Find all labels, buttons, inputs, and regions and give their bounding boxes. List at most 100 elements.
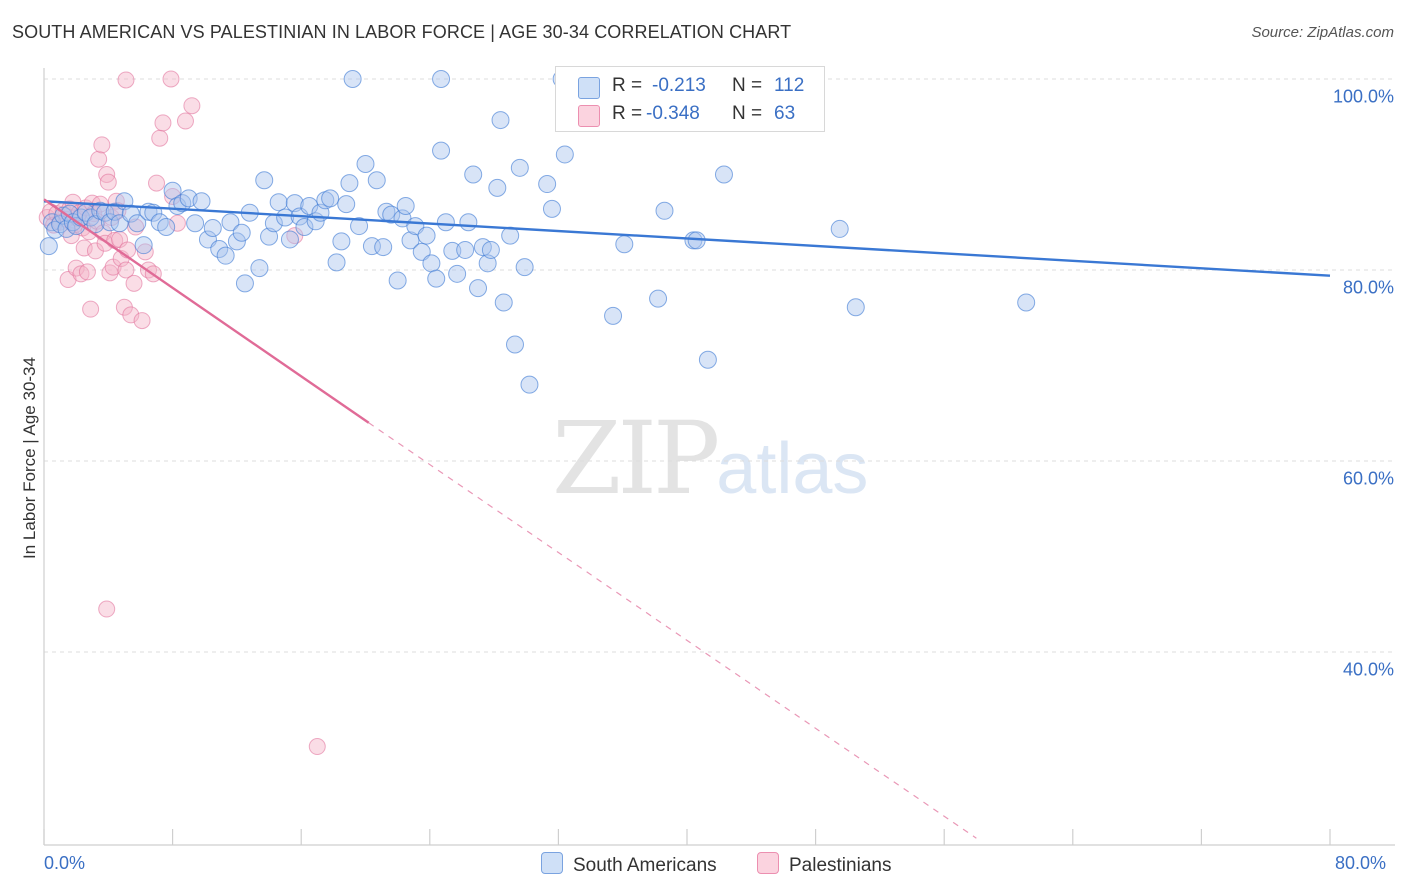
y-tick-40: 40.0%: [1342, 659, 1394, 680]
south-american-point: [350, 217, 369, 236]
legend-r-label: R =: [612, 103, 643, 124]
south-american-trend-line: [43, 200, 1331, 277]
palestinian-point: [151, 129, 169, 147]
palestinian-point: [67, 259, 85, 277]
bottom-legend-label: South Americans: [573, 855, 717, 876]
y-tick-60: 60.0%: [1342, 468, 1394, 489]
south-american-point: [505, 335, 524, 354]
legend-n-label: N =: [732, 103, 763, 124]
south-american-point: [714, 165, 733, 184]
trend-lines: [43, 198, 1331, 839]
south-american-point: [157, 218, 176, 237]
south-american-point: [427, 269, 446, 288]
legend-r-value: -0.348: [646, 103, 700, 124]
palestinian-point: [168, 214, 186, 232]
legend-n-value: 63: [774, 103, 796, 124]
south-american-point: [300, 197, 319, 216]
y-tick-80: 80.0%: [1342, 277, 1394, 298]
palestinian-point: [117, 261, 135, 279]
south-american-point: [488, 178, 507, 197]
axes: [43, 68, 1395, 846]
south-american-point: [846, 298, 865, 317]
south-american-point: [203, 218, 222, 237]
south-american-point: [436, 213, 455, 232]
south-american-point: [456, 240, 475, 259]
south-american-point: [1017, 293, 1036, 312]
south-american-point: [321, 189, 340, 208]
south-american-point: [464, 165, 483, 184]
south-american-points: [39, 70, 1036, 394]
south-american-point: [210, 239, 229, 258]
south-american-point: [340, 174, 359, 193]
south-american-point: [555, 145, 574, 164]
south-american-point: [134, 236, 153, 255]
palestinian-point: [101, 264, 119, 282]
palestinian-point: [154, 114, 172, 132]
x-tick-min: 0.0%: [44, 853, 86, 873]
south-american-point: [235, 274, 254, 293]
south-american-point: [432, 70, 451, 88]
legend-r-value: -0.213: [652, 75, 706, 96]
chart-source: Source: ZipAtlas.com: [1251, 24, 1394, 41]
south-american-point: [382, 205, 401, 224]
south-american-point: [337, 195, 356, 214]
palestinian-point: [90, 150, 108, 168]
south-american-point: [269, 193, 288, 212]
south-american-point: [649, 289, 668, 308]
south-american-point: [494, 293, 513, 312]
south-american-point: [260, 227, 279, 246]
bottom-legend-swatch-pink: [757, 852, 779, 874]
watermark: ZIPatlas: [552, 400, 868, 517]
south-american-point: [227, 232, 246, 251]
south-american-point: [604, 306, 623, 325]
south-american-point: [232, 223, 251, 242]
legend-swatch-blue: [578, 77, 600, 99]
watermark-atlas: atlas: [716, 429, 869, 509]
south-american-point: [469, 279, 488, 298]
grid-lines: [44, 78, 1395, 653]
palestinian-point: [136, 243, 154, 261]
legend-n-label: N =: [732, 75, 763, 96]
south-american-point: [327, 253, 346, 272]
south-american-point: [388, 271, 407, 290]
bottom-legend-south-americans: South Americans: [541, 852, 717, 877]
bottom-legend-palestinians: Palestinians: [757, 852, 891, 877]
palestinian-point: [78, 263, 96, 281]
south-american-point: [412, 242, 431, 261]
south-american-point: [510, 158, 529, 177]
south-american-point: [830, 219, 849, 238]
south-american-point: [374, 238, 393, 257]
south-american-point: [255, 171, 274, 190]
south-american-point: [285, 194, 304, 213]
south-american-point: [478, 254, 497, 273]
south-american-point: [250, 259, 269, 278]
south-american-point: [343, 70, 362, 88]
palestinian-point: [75, 239, 93, 257]
south-american-point: [356, 154, 375, 173]
south-american-point: [186, 214, 205, 233]
south-american-point: [698, 350, 717, 369]
palestinian-point: [162, 70, 180, 88]
south-american-point: [295, 218, 314, 237]
legend-row-south-americans: R = -0.213 N = 112: [578, 75, 818, 99]
palestinian-point: [176, 112, 194, 130]
legend-row-palestinians: R = -0.348 N = 63: [578, 103, 818, 127]
y-tick-100: 100.0%: [1332, 86, 1394, 107]
palestinian-point: [99, 173, 117, 191]
south-american-point: [100, 213, 119, 232]
south-american-point: [542, 199, 561, 218]
stats-legend: R = -0.213 N = 112 R = -0.348 N = 63: [555, 66, 825, 132]
palestinian-point: [308, 738, 326, 756]
bottom-legend-swatch-blue: [541, 852, 563, 874]
legend-swatch-pink: [578, 105, 600, 127]
watermark-zip: ZIP: [552, 400, 720, 517]
bottom-legend-label: Palestinians: [789, 855, 892, 876]
palestinian-point: [72, 265, 90, 283]
south-american-point: [459, 213, 478, 232]
south-american-point: [276, 208, 295, 227]
south-american-point: [520, 375, 539, 394]
palestinian-point: [125, 274, 143, 292]
chart-title: SOUTH AMERICAN VS PALESTINIAN IN LABOR F…: [12, 22, 792, 42]
legend-r-label: R =: [612, 75, 643, 96]
